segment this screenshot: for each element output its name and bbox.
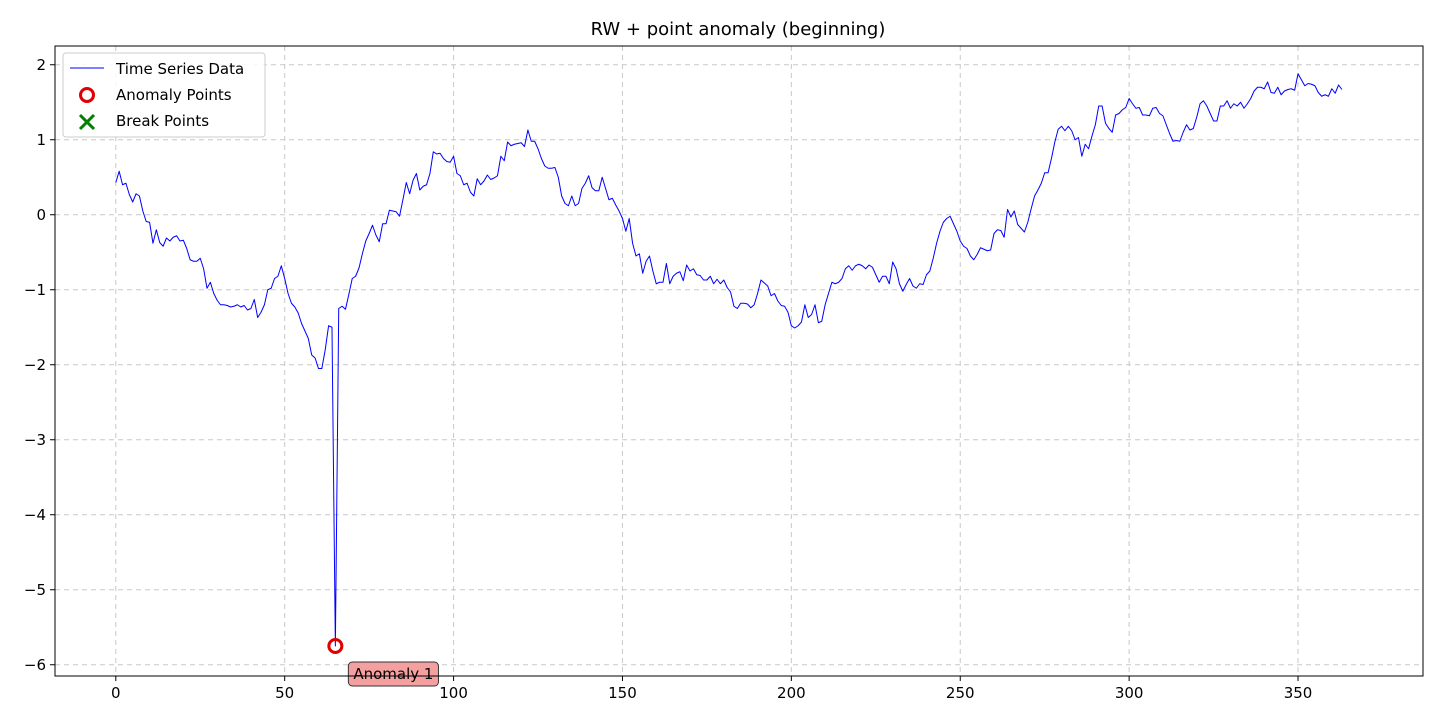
x-tick-label: 0 [111,684,121,702]
legend-label-series: Time Series Data [115,60,244,78]
y-tick-label: −1 [24,281,46,299]
legend-break-marker [78,113,96,131]
annotations: Anomaly 1 [347,661,439,687]
legend-label-anomaly: Anomaly Points [116,86,232,104]
anomaly-annotation: Anomaly 1 [347,661,439,687]
plot-frame [54,45,1424,677]
x-tick-label: 300 [1115,684,1144,702]
legend-anomaly-marker [79,87,95,103]
legend-label-break: Break Points [116,112,209,130]
x-tick-label: 100 [439,684,468,702]
x-tick-label: 50 [275,684,294,702]
x-axis-ticks: 0 50 100 150 200 250 300 350 [111,676,1312,702]
x-tick-label: 200 [777,684,806,702]
y-tick-label: −3 [24,431,46,449]
anomaly-annotation-box [347,661,439,687]
x-tick-label: 150 [608,684,637,702]
legend-box [62,52,266,138]
y-tick-label: −5 [24,581,46,599]
x-tick-label: 350 [1284,684,1313,702]
y-axis-ticks: −6 −5 −4 −3 −2 −1 0 1 2 [24,56,55,674]
y-tick-label: −4 [24,506,46,524]
x-tick-label: 250 [946,684,975,702]
legend: Time Series Data Anomaly Points Break Po… [62,52,266,138]
anomaly-point-marker [327,638,344,654]
y-tick-label: −2 [24,356,46,374]
y-tick-label: 2 [36,56,46,74]
chart-title: RW + point anomaly (beginning) [591,19,886,40]
y-tick-label: −6 [24,656,46,674]
grid-lines [55,46,1423,676]
anomaly-annotation-label: Anomaly 1 [353,665,433,683]
y-tick-label: 0 [36,206,46,224]
series-line-time-series-data [115,73,1343,647]
y-tick-label: 1 [36,131,46,149]
anomaly-markers [327,638,344,654]
